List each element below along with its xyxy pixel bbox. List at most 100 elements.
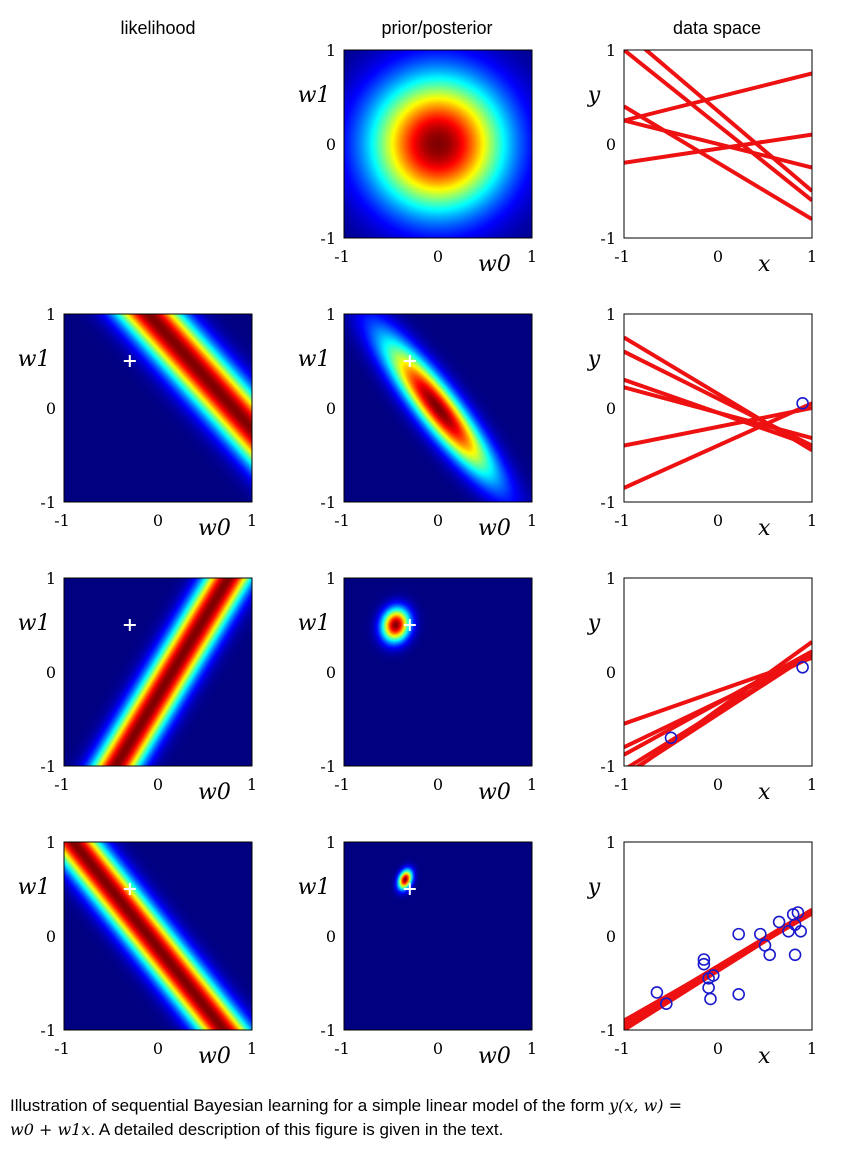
y-tick-label: 1	[606, 833, 616, 852]
y-tick-label: 0	[326, 399, 336, 418]
x-tick-label: 0	[433, 247, 443, 266]
data-point	[659, 997, 673, 1010]
y-axis-label: w1	[18, 875, 51, 900]
data-point	[697, 957, 711, 971]
plot-frame	[623, 577, 813, 767]
data-point	[704, 992, 717, 1006]
x-axis-label: w0	[198, 1044, 231, 1069]
data-point	[732, 987, 745, 1001]
x-tick-label: -1	[334, 775, 350, 794]
y-axis-label: w1	[298, 83, 331, 108]
sample-line	[636, 640, 812, 766]
posterior-heatmap	[344, 842, 532, 1030]
y-tick-label: -1	[320, 493, 336, 512]
likelihood-heatmap	[64, 578, 252, 766]
x-tick-label: -1	[54, 1039, 70, 1058]
figure: likelihood prior/posterior data space 1 0…	[18, 18, 818, 1069]
true-parameter-cross	[403, 883, 416, 895]
x-tick-label: 1	[527, 1039, 537, 1058]
x-tick-label: 1	[247, 511, 257, 530]
x-axis-label: x	[758, 516, 771, 541]
y-tick-label: 1	[46, 833, 56, 852]
y-tick-label: 1	[606, 569, 616, 588]
x-tick-label: -1	[614, 247, 630, 266]
x-axis-label: x	[758, 780, 771, 805]
data-point	[796, 660, 809, 674]
column-title-prior-posterior: prior/posterior	[381, 18, 492, 38]
plot-frame	[623, 313, 813, 503]
x-tick-label: 0	[713, 247, 723, 266]
y-axis-label: w1	[18, 347, 51, 372]
sample-line	[624, 132, 812, 165]
x-tick-label: 1	[527, 247, 537, 266]
y-tick-label: 0	[606, 399, 616, 418]
x-tick-label: 0	[713, 775, 723, 794]
caption-formula-lhs: y(x, w) =	[609, 1096, 682, 1115]
sample-line	[624, 104, 812, 221]
y-tick-label: 0	[326, 927, 336, 946]
sample-lines	[624, 640, 812, 766]
sample-lines	[624, 907, 812, 1030]
y-tick-label: -1	[320, 757, 336, 776]
x-tick-label: 1	[247, 775, 257, 794]
data-point	[697, 953, 711, 966]
sample-lines	[624, 335, 812, 490]
sample-lines	[624, 50, 812, 221]
x-tick-label: -1	[334, 1039, 350, 1058]
y-axis-label: w1	[298, 347, 331, 372]
sample-line	[624, 377, 812, 448]
y-tick-label: 0	[326, 135, 336, 154]
x-tick-label: -1	[54, 775, 70, 794]
data-point	[791, 906, 805, 919]
sample-line	[624, 401, 812, 490]
y-tick-label: -1	[40, 1021, 56, 1040]
x-tick-label: -1	[54, 511, 70, 530]
y-tick-label: 1	[326, 305, 336, 324]
data-point	[772, 915, 786, 929]
y-tick-label: -1	[40, 757, 56, 776]
x-tick-label: 1	[527, 511, 537, 530]
y-axis-label: y	[587, 83, 601, 108]
x-axis-label: w0	[478, 780, 511, 805]
y-tick-label: 0	[46, 663, 56, 682]
y-axis-label: y	[587, 875, 601, 900]
sample-line	[624, 656, 812, 726]
column-title-data-space: data space	[673, 18, 761, 38]
y-tick-label: -1	[40, 493, 56, 512]
column-title-likelihood: likelihood	[120, 18, 195, 38]
x-tick-label: 0	[713, 1039, 723, 1058]
true-parameter-cross	[123, 355, 136, 367]
plot-frame	[343, 841, 533, 1031]
x-tick-label: 0	[433, 775, 443, 794]
y-tick-label: 0	[606, 663, 616, 682]
x-axis-label: x	[758, 1044, 771, 1069]
sample-line	[624, 50, 812, 202]
plot-frame	[343, 577, 533, 767]
data-point	[796, 396, 809, 410]
y-tick-label: 0	[46, 927, 56, 946]
posterior-heatmap	[344, 578, 532, 766]
sample-line	[624, 118, 812, 170]
y-tick-label: -1	[600, 757, 616, 776]
sample-line	[624, 907, 812, 1025]
plot-frame	[623, 49, 813, 239]
y-tick-label: -1	[600, 229, 616, 248]
sample-line	[624, 406, 812, 448]
sample-line	[643, 50, 812, 193]
sample-line	[624, 909, 812, 1030]
y-tick-label: 1	[326, 833, 336, 852]
true-parameter-cross	[403, 355, 416, 367]
y-axis-label: y	[587, 611, 601, 636]
figure-caption: Illustration of sequential Bayesian lear…	[10, 1094, 848, 1142]
y-axis-label: w1	[298, 611, 331, 636]
y-tick-label: 0	[46, 399, 56, 418]
x-tick-label: 1	[807, 775, 817, 794]
plot-frame	[63, 577, 253, 767]
x-axis-label: w0	[478, 516, 511, 541]
plot-frame	[63, 841, 253, 1031]
data-point	[794, 924, 808, 938]
x-tick-label: 1	[807, 247, 817, 266]
data-space-plot-area	[624, 842, 812, 1030]
plot-frame	[63, 313, 253, 503]
